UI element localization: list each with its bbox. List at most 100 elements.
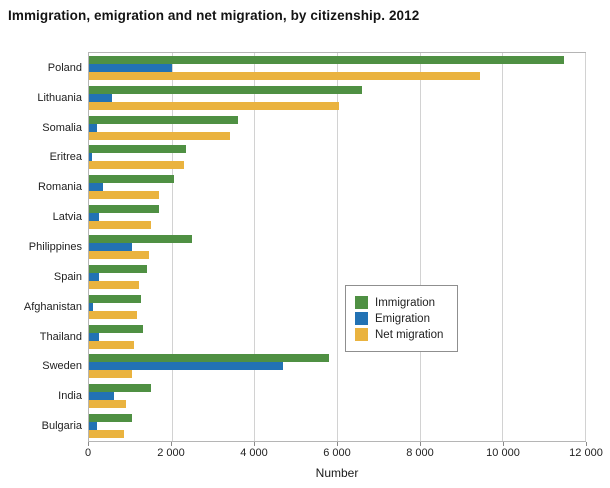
bar-net-migration: [89, 310, 137, 319]
x-tick-label: 0: [84, 447, 92, 459]
bar-group: [89, 234, 585, 259]
x-tick-mark: [420, 442, 421, 446]
category-row: Spain: [54, 262, 585, 292]
x-tick-mark: [88, 442, 89, 446]
category-row: India: [58, 381, 585, 411]
legend-item: Immigration: [355, 296, 443, 309]
bar-emigration: [89, 302, 94, 311]
gridline: [585, 53, 586, 441]
bar-immigration: [89, 145, 187, 154]
legend-label: Net migration: [375, 328, 444, 341]
x-tick-mark: [586, 442, 587, 446]
bar-group: [89, 115, 585, 140]
bar-immigration: [89, 234, 193, 243]
bar-emigration: [89, 242, 133, 251]
bar-emigration: [89, 272, 100, 281]
bar-group: [89, 294, 585, 319]
bar-net-migration: [89, 250, 149, 259]
category-label: Somalia: [42, 121, 82, 134]
legend: Immigration Emigration Net migration: [345, 285, 459, 352]
legend-swatch: [355, 328, 368, 341]
category-row: Thailand: [40, 322, 585, 352]
bar-immigration: [89, 414, 133, 423]
bar-emigration: [89, 422, 98, 431]
category-row: Latvia: [53, 202, 585, 232]
bar-emigration: [89, 63, 172, 72]
bar-net-migration: [89, 161, 185, 170]
x-axis: 0 2 000 4 000 6 000 8 000 10 000 12 000: [84, 442, 603, 464]
bar-group: [89, 354, 585, 379]
x-tick-label: 8 000: [406, 447, 434, 459]
bar-immigration: [89, 264, 147, 273]
bar-net-migration: [89, 131, 230, 140]
bar-group: [89, 175, 585, 200]
category-label: Romania: [37, 181, 82, 194]
bar-net-migration: [89, 340, 135, 349]
bar-net-migration: [89, 221, 151, 230]
bar-immigration: [89, 115, 238, 124]
bar-group: [89, 264, 585, 289]
category-row: Somalia: [42, 113, 585, 143]
bar-immigration: [89, 85, 362, 94]
legend-item: Emigration: [355, 312, 443, 325]
bar-group: [89, 414, 585, 439]
bar-group: [89, 55, 585, 80]
x-tick-label: 2 000: [157, 447, 185, 459]
bar-emigration: [89, 213, 100, 222]
category-row: Lithuania: [37, 83, 585, 113]
category-label: Latvia: [52, 211, 82, 224]
category-label: Poland: [47, 61, 82, 74]
bar-net-migration: [89, 370, 133, 379]
chart-title: Immigration, emigration and net migratio…: [8, 8, 420, 23]
gridline: [254, 53, 256, 441]
category-label: Sweden: [42, 360, 82, 373]
legend-swatch: [355, 312, 368, 325]
x-tick-mark: [337, 442, 338, 446]
x-tick-mark: [254, 442, 255, 446]
category-row: Romania: [38, 172, 585, 202]
bar-emigration: [89, 183, 104, 192]
bar-net-migration: [89, 280, 139, 289]
bar-immigration: [89, 324, 143, 333]
bar-immigration: [89, 55, 565, 64]
legend-label: Emigration: [375, 312, 430, 325]
x-tick-label: 10 000: [486, 447, 520, 459]
x-tick-label: 4 000: [240, 447, 268, 459]
category-label: India: [58, 390, 82, 403]
category-label: Spain: [53, 270, 82, 283]
x-tick-label: 6 000: [323, 447, 351, 459]
category-label: Eritrea: [49, 151, 82, 164]
category-label: Afghanistan: [23, 300, 82, 313]
category-label: Bulgaria: [41, 420, 82, 433]
bar-net-migration: [89, 71, 480, 80]
category-row: Philippines: [29, 232, 585, 262]
legend-item: Net migration: [355, 328, 443, 341]
category-label: Philippines: [28, 240, 82, 253]
category-row: Sweden: [42, 351, 585, 381]
bar-group: [89, 324, 585, 349]
category-row: Eritrea: [50, 143, 585, 173]
bar-emigration: [89, 153, 93, 162]
legend-swatch: [355, 296, 368, 309]
x-tick-mark: [171, 442, 172, 446]
bar-immigration: [89, 384, 151, 393]
bar-group: [89, 205, 585, 230]
bar-group: [89, 384, 585, 409]
bar-immigration: [89, 354, 329, 363]
gridline: [419, 53, 421, 441]
bar-emigration: [89, 362, 284, 371]
bar-emigration: [89, 392, 114, 401]
gridline: [502, 53, 504, 441]
category-label: Thailand: [39, 330, 82, 343]
gridline: [171, 53, 173, 441]
category-row: Bulgaria: [42, 411, 585, 441]
bar-group: [89, 145, 585, 170]
category-label: Lithuania: [37, 91, 82, 104]
bar-net-migration: [89, 400, 127, 409]
x-axis-title: Number: [315, 466, 359, 480]
bar-net-migration: [89, 101, 340, 110]
x-tick-mark: [503, 442, 504, 446]
bar-immigration: [89, 175, 174, 184]
category-row: Poland: [48, 53, 585, 83]
